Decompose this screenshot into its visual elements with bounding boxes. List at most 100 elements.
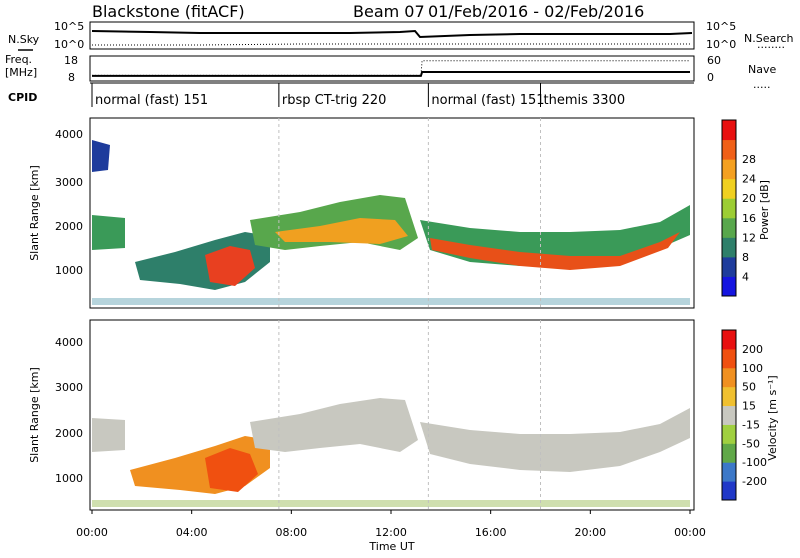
freq-tick-8: 8 <box>68 71 75 84</box>
colorbar-swatch <box>722 348 736 369</box>
nave-tick-60: 60 <box>707 54 721 67</box>
colorbar-swatch <box>722 462 736 482</box>
colorbar-swatch <box>722 330 736 350</box>
colorbar-frame <box>721 329 737 501</box>
x-axis-ticks: 00:00 04:00 08:00 12:00 16:00 20:00 00:00 <box>76 510 706 539</box>
velocity-scatter <box>92 398 690 507</box>
power-scatter <box>92 140 690 305</box>
power-ground-scatter <box>92 298 690 305</box>
power-band-afternoon-core <box>430 232 680 270</box>
colorbar-tick-label: 100 <box>742 362 763 375</box>
colorbar-tick-label: 16 <box>742 212 756 225</box>
colorbar-swatch <box>722 217 736 238</box>
velocity-panel-frame <box>89 319 695 511</box>
velocity-ground-scatter <box>92 500 690 507</box>
colorbar-swatch <box>722 443 736 463</box>
colorbar-swatch <box>722 237 736 258</box>
colorbar-tick-label: -100 <box>742 456 767 469</box>
beam-label: Beam 07 <box>353 2 425 21</box>
x-tick-label: 04:00 <box>176 526 208 539</box>
nave-legend-dots: ..... <box>753 78 770 91</box>
velocity-ytick-4000: 4000 <box>55 336 83 349</box>
x-axis-label: Time UT <box>368 540 414 553</box>
freq-series-line <box>92 71 690 77</box>
velocity-ytick-3000: 3000 <box>55 381 83 394</box>
colorbar-swatch <box>722 139 736 160</box>
x-tick-label: 12:00 <box>375 526 407 539</box>
cpid-segment-label: normal (fast) 151 <box>431 93 544 108</box>
velocity-ytick-2000: 2000 <box>55 427 83 440</box>
noise-tick-top-right: 10^5 <box>706 20 736 33</box>
freq-unit-label: [MHz] <box>5 66 37 79</box>
power-ytick-4000: 4000 <box>55 128 83 141</box>
cpid-segment-label: rbsp CT-trig 220 <box>282 93 387 108</box>
nsky-series-line <box>91 29 693 39</box>
noise-tick-top-left: 10^5 <box>54 20 84 33</box>
station-title: Blackstone (fitACF) <box>92 2 245 21</box>
velocity-colorbar: 200 100 50 15 -15 -50 -100 -200 <box>721 329 767 501</box>
colorbar-tick-label: 12 <box>742 231 756 244</box>
freq-tick-18: 18 <box>64 54 78 67</box>
power-panel-frame <box>89 117 695 309</box>
power-sparse-upper-left <box>92 140 110 172</box>
colorbar-frame <box>721 119 737 297</box>
colorbar-tick-label: 200 <box>742 343 763 356</box>
colorbar-tick-label: 8 <box>742 251 749 264</box>
cpid-change-markers <box>278 118 541 510</box>
colorbar-tick-label: 15 <box>742 400 756 413</box>
colorbar-swatch <box>722 481 736 501</box>
cpid-segments: normal (fast) 151 rbsp CT-trig 220 normal … <box>91 83 626 108</box>
freq-label: Freq. <box>5 53 32 66</box>
nsearch-label: N.Search <box>744 32 794 45</box>
noise-tick-bottom-right: 10^0 <box>706 38 736 51</box>
power-ylabel: Slant Range [km] <box>28 165 41 261</box>
velocity-ylabel: Slant Range [km] <box>28 367 41 463</box>
velocity-band-afternoon <box>420 408 690 472</box>
colorbar-swatch <box>722 367 736 388</box>
colorbar-tick-label: -200 <box>742 475 767 488</box>
power-band-midday-core <box>275 218 408 244</box>
colorbar-tick-label: 24 <box>742 173 756 186</box>
power-ytick-2000: 2000 <box>55 220 83 233</box>
colorbar-swatch <box>722 198 736 219</box>
noise-tick-bottom-left: 10^0 <box>54 38 84 51</box>
cpid-segment-label: themis 3300 <box>544 93 626 108</box>
nave-series-line <box>92 60 690 76</box>
x-tick-label: 20:00 <box>574 526 606 539</box>
colorbar-swatch <box>722 159 736 180</box>
power-band-mid-low <box>92 215 125 250</box>
power-ytick-1000: 1000 <box>55 264 83 277</box>
colorbar-swatch <box>722 276 736 297</box>
x-tick-label: 08:00 <box>275 526 307 539</box>
velocity-band-morning-core <box>205 448 258 492</box>
power-band-morning-core <box>205 246 255 286</box>
x-tick-label: 16:00 <box>475 526 507 539</box>
nave-label: Nave <box>748 63 776 76</box>
colorbar-tick-label: 4 <box>742 270 749 283</box>
velocity-band-early <box>92 418 125 452</box>
colorbar-tick-label: 28 <box>742 153 756 166</box>
colorbar-tick-label: 20 <box>742 192 756 205</box>
nsky-label: N.Sky <box>8 33 40 46</box>
date-range: 01/Feb/2016 - 02/Feb/2016 <box>428 2 644 21</box>
colorbar-swatch <box>722 424 736 444</box>
colorbar-swatch <box>722 386 736 407</box>
velocity-ytick-1000: 1000 <box>55 472 83 485</box>
colorbar-swatch <box>722 256 736 277</box>
noise-panel-frame <box>89 21 695 50</box>
colorbar-tick-label: 50 <box>742 381 756 394</box>
x-tick-label: 00:00 <box>674 526 706 539</box>
velocity-colorbar-label: Velocity [m s⁻¹] <box>766 375 779 460</box>
velocity-band-midday <box>250 398 418 452</box>
nsearch-legend-dots: ........ <box>757 38 785 51</box>
x-tick-label: 00:00 <box>76 526 108 539</box>
colorbar-swatch <box>722 120 736 141</box>
freq-panel-frame <box>89 55 695 82</box>
power-colorbar: 4 8 12 16 20 24 28 <box>721 119 756 297</box>
nave-tick-0: 0 <box>707 71 714 84</box>
colorbar-swatch <box>722 405 736 425</box>
colorbar-swatch <box>722 178 736 199</box>
cpid-label: CPID <box>8 91 37 104</box>
power-ytick-3000: 3000 <box>55 176 83 189</box>
